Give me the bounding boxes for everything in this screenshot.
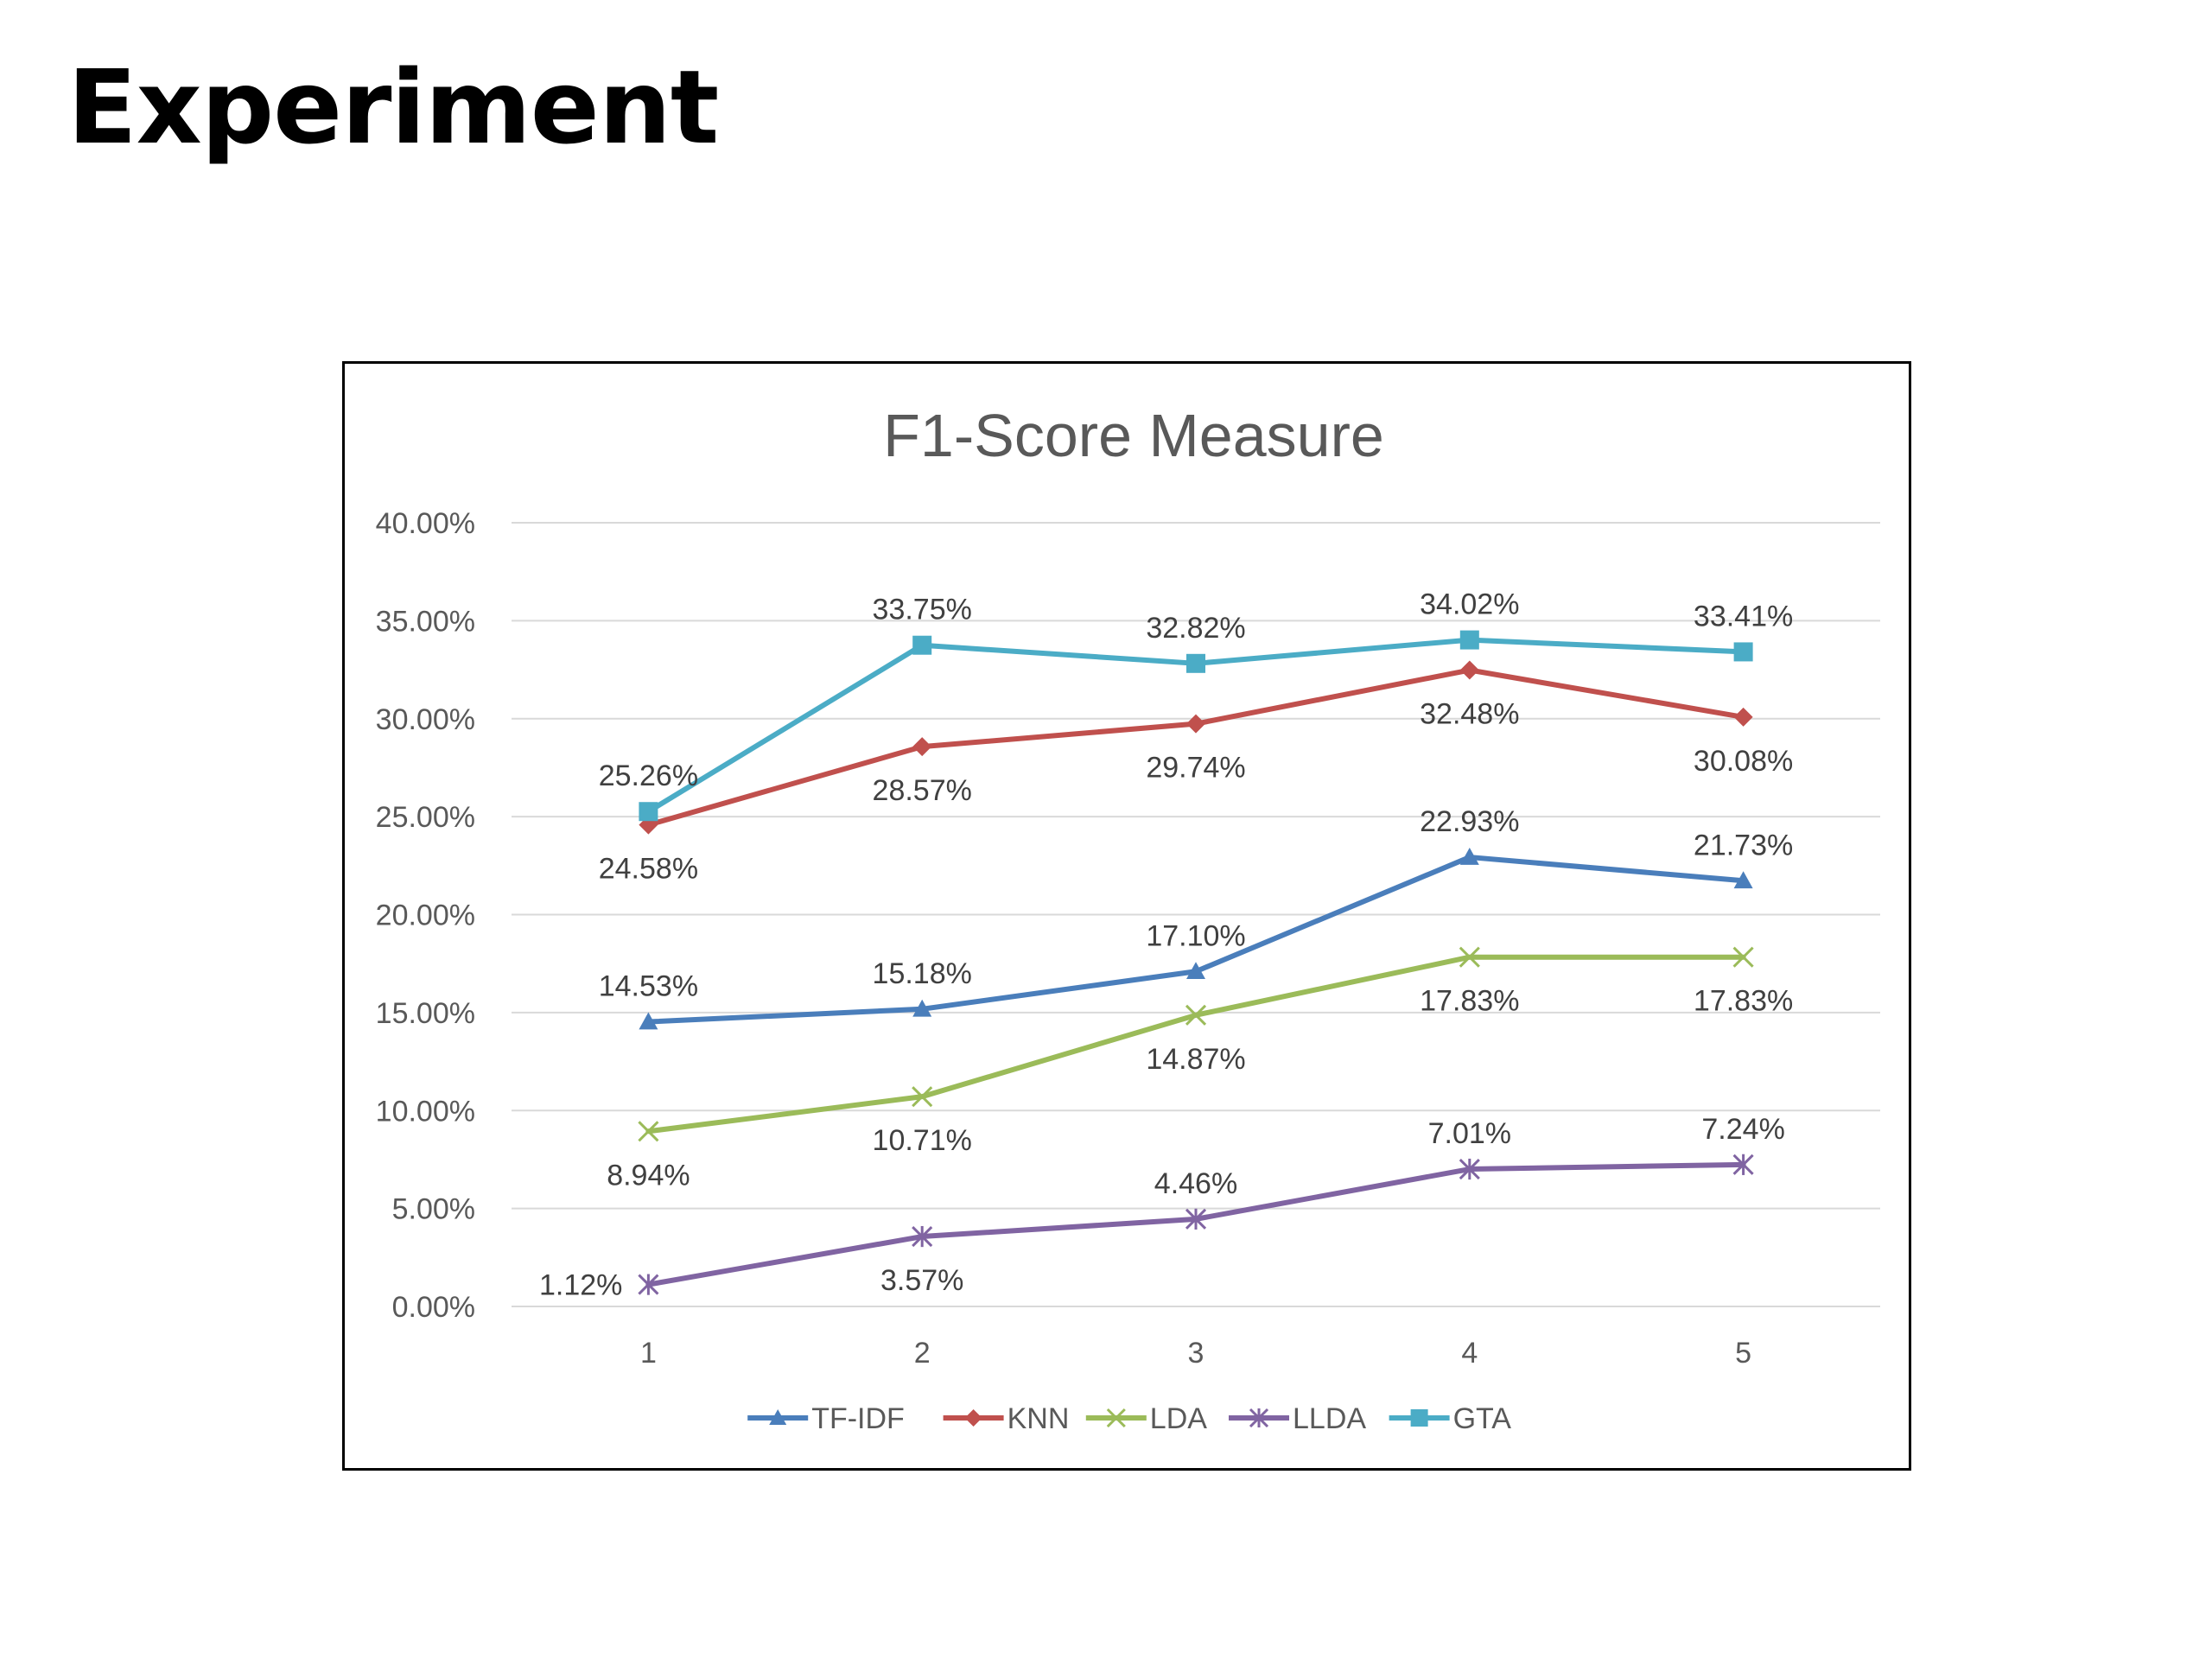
x-axis-tick-labels: 1 2 3 4 5 — [640, 1337, 1751, 1370]
data-point-marker — [1732, 1154, 1754, 1175]
y-tick-label: 30.00% — [376, 703, 475, 736]
data-point-marker — [912, 1225, 933, 1248]
data-label: 15.18% — [873, 957, 972, 990]
data-point-marker — [1733, 871, 1753, 889]
data-point-marker — [1459, 630, 1479, 650]
data-point-marker — [638, 1121, 659, 1142]
data-point-marker — [769, 1409, 787, 1425]
data-point-marker — [1185, 1208, 1207, 1230]
legend-label: LLDA — [1293, 1402, 1366, 1435]
data-labels: 14.53% 15.18% 17.10% 22.93% 21.73% 24.58% 28.5… — [539, 588, 1793, 1302]
data-point-marker — [1410, 1409, 1428, 1427]
data-label: 34.02% — [1420, 588, 1519, 621]
x-tick-label: 2 — [914, 1337, 931, 1370]
data-point-marker — [1733, 707, 1753, 727]
data-point-marker — [1186, 714, 1205, 734]
series-llda — [638, 1154, 1754, 1295]
data-label: 17.83% — [1694, 985, 1793, 1018]
data-label: 8.94% — [607, 1159, 690, 1192]
legend-label: TF-IDF — [811, 1402, 905, 1435]
legend-label: LDA — [1150, 1402, 1207, 1435]
chart-title: F1-Score Measure — [883, 402, 1384, 469]
chart-svg: F1-Score Measure 0.00% 5.00% 10.00% 15.00% 2… — [376, 402, 1880, 1435]
data-point-marker — [1459, 660, 1479, 680]
data-label: 1.12% — [539, 1269, 622, 1302]
data-label: 4.46% — [1154, 1167, 1237, 1200]
y-tick-label: 35.00% — [376, 605, 475, 638]
data-label: 14.87% — [1146, 1043, 1245, 1076]
data-label: 30.08% — [1694, 745, 1793, 778]
data-label: 7.01% — [1428, 1117, 1511, 1150]
y-tick-label: 5.00% — [392, 1193, 475, 1226]
data-point-marker — [1459, 946, 1480, 968]
data-label: 17.83% — [1420, 985, 1519, 1018]
series-knn — [639, 660, 1753, 835]
data-label: 24.58% — [599, 853, 698, 886]
data-point-marker — [912, 1086, 933, 1108]
legend-item-gta[interactable]: GTA — [1389, 1402, 1512, 1435]
y-tick-label: 10.00% — [376, 1095, 475, 1128]
x-tick-label: 1 — [640, 1337, 657, 1370]
data-point-marker — [1185, 1004, 1207, 1026]
y-tick-label: 25.00% — [376, 801, 475, 834]
data-label: 22.93% — [1420, 805, 1519, 838]
data-point-marker — [638, 1274, 659, 1295]
data-point-marker — [639, 802, 658, 822]
slide-title: Experiment — [67, 48, 719, 167]
data-point-marker — [1733, 642, 1753, 662]
data-point-marker — [1186, 653, 1205, 673]
x-tick-label: 5 — [1735, 1337, 1751, 1370]
legend-label: KNN — [1007, 1402, 1070, 1435]
data-label: 29.74% — [1146, 752, 1245, 785]
series-gta — [639, 630, 1753, 822]
y-tick-label: 20.00% — [376, 899, 475, 932]
y-tick-label: 0.00% — [392, 1291, 475, 1324]
legend-label: GTA — [1453, 1402, 1512, 1435]
y-axis-tick-labels: 0.00% 5.00% 10.00% 15.00% 20.00% 25.00% 30.00%… — [376, 507, 475, 1324]
data-label: 17.10% — [1146, 919, 1245, 952]
data-label: 28.57% — [873, 774, 972, 807]
data-point-marker — [912, 999, 932, 1017]
series-line — [645, 667, 1746, 828]
series-lines — [638, 630, 1754, 1295]
chart-frame: F1-Score Measure 0.00% 5.00% 10.00% 15.00% 2… — [342, 361, 1911, 1471]
data-point-marker — [639, 1012, 658, 1030]
series-lda — [638, 946, 1754, 1142]
data-point-marker — [964, 1409, 982, 1427]
data-point-marker — [1186, 962, 1205, 980]
y-tick-label: 15.00% — [376, 997, 475, 1030]
legend-item-knn[interactable]: KNN — [943, 1402, 1070, 1435]
data-label: 21.73% — [1694, 829, 1793, 861]
data-label: 7.24% — [1701, 1113, 1784, 1146]
data-label: 25.26% — [599, 760, 698, 792]
legend[interactable]: TF-IDF KNN LDA LLDA GTA — [747, 1402, 1511, 1435]
data-point-marker — [1732, 946, 1754, 968]
data-label: 32.48% — [1420, 698, 1519, 731]
data-point-marker — [1459, 1158, 1480, 1180]
gridlines — [512, 522, 1880, 1307]
legend-item-llda[interactable]: LLDA — [1229, 1402, 1366, 1435]
data-label: 10.71% — [873, 1124, 972, 1157]
x-tick-label: 4 — [1461, 1337, 1478, 1370]
data-label: 32.82% — [1146, 612, 1245, 645]
series-tf-idf — [639, 848, 1753, 1030]
data-label: 14.53% — [599, 970, 698, 1003]
data-label: 33.41% — [1694, 600, 1793, 632]
data-point-marker — [912, 635, 932, 655]
data-point-marker — [912, 737, 932, 757]
data-label: 3.57% — [880, 1264, 963, 1297]
x-tick-label: 3 — [1188, 1337, 1205, 1370]
data-point-marker — [1459, 848, 1479, 865]
data-point-marker — [1106, 1408, 1126, 1428]
legend-item-lda[interactable]: LDA — [1085, 1402, 1207, 1435]
y-tick-label: 40.00% — [376, 507, 475, 540]
data-label: 33.75% — [873, 594, 972, 626]
legend-item-tf-idf[interactable]: TF-IDF — [747, 1402, 905, 1435]
data-point-marker — [1249, 1408, 1269, 1428]
